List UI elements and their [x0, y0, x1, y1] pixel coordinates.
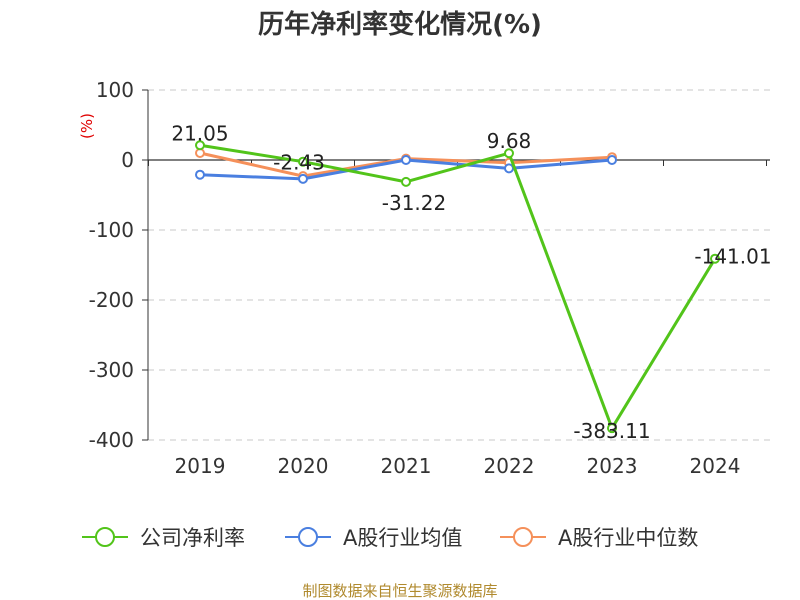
legend-marker	[513, 527, 533, 547]
legend-label: A股行业中位数	[558, 526, 698, 550]
x-tick-label: 2020	[278, 454, 329, 478]
series-point	[298, 173, 308, 184]
grid-layer	[148, 89, 770, 441]
y-tick-label: -300	[89, 358, 134, 382]
series-point	[401, 155, 411, 165]
series-line	[199, 143, 717, 430]
data-label: -31.22	[382, 191, 446, 215]
series-point	[195, 169, 205, 180]
series-point	[607, 155, 617, 165]
x-tick-label: 2023	[587, 454, 638, 478]
series-point	[298, 156, 308, 167]
y-tick-label: -400	[89, 428, 134, 452]
axis-layer: 100 0 -100 -200 -300 -400 2019 2020 2021 2022 2023…	[89, 78, 770, 478]
series-point	[710, 253, 720, 264]
x-tick-label: 2021	[381, 454, 432, 478]
legend: 公司净利率 A股行业均值 A股行业中位数	[82, 526, 698, 550]
legend-label: 公司净利率	[140, 526, 245, 550]
data-label: -2.43	[273, 151, 325, 175]
series-point	[504, 163, 514, 174]
source-note: 制图数据来自恒生聚源数据库	[302, 582, 497, 600]
x-tick-label: 2019	[175, 454, 226, 478]
legend-marker	[298, 527, 318, 547]
series-layer	[195, 140, 720, 434]
y-tick-label: -100	[89, 218, 134, 242]
y-tick-label: 100	[96, 78, 134, 102]
series-point	[195, 140, 205, 151]
x-tick-label: 2024	[690, 454, 741, 478]
y-tick-label: 0	[121, 148, 134, 172]
chart-title: 历年净利率变化情况(%)	[258, 9, 542, 40]
data-label: -141.01	[694, 245, 771, 269]
legend-marker	[95, 527, 115, 547]
series-point	[607, 423, 617, 434]
x-tick-label: 2022	[484, 454, 535, 478]
data-label: 9.68	[487, 129, 532, 153]
data-label-layer: 21.05 -2.43 -31.22 9.68 -383.11 -141.01	[171, 121, 771, 443]
data-label: -383.11	[573, 419, 650, 443]
series-point	[401, 176, 411, 187]
y-axis-unit-label: (%)	[78, 113, 96, 139]
legend-label: A股行业均值	[343, 526, 462, 550]
series-point	[504, 148, 514, 159]
y-tick-label: -200	[89, 288, 134, 312]
data-label: 21.05	[171, 121, 228, 145]
